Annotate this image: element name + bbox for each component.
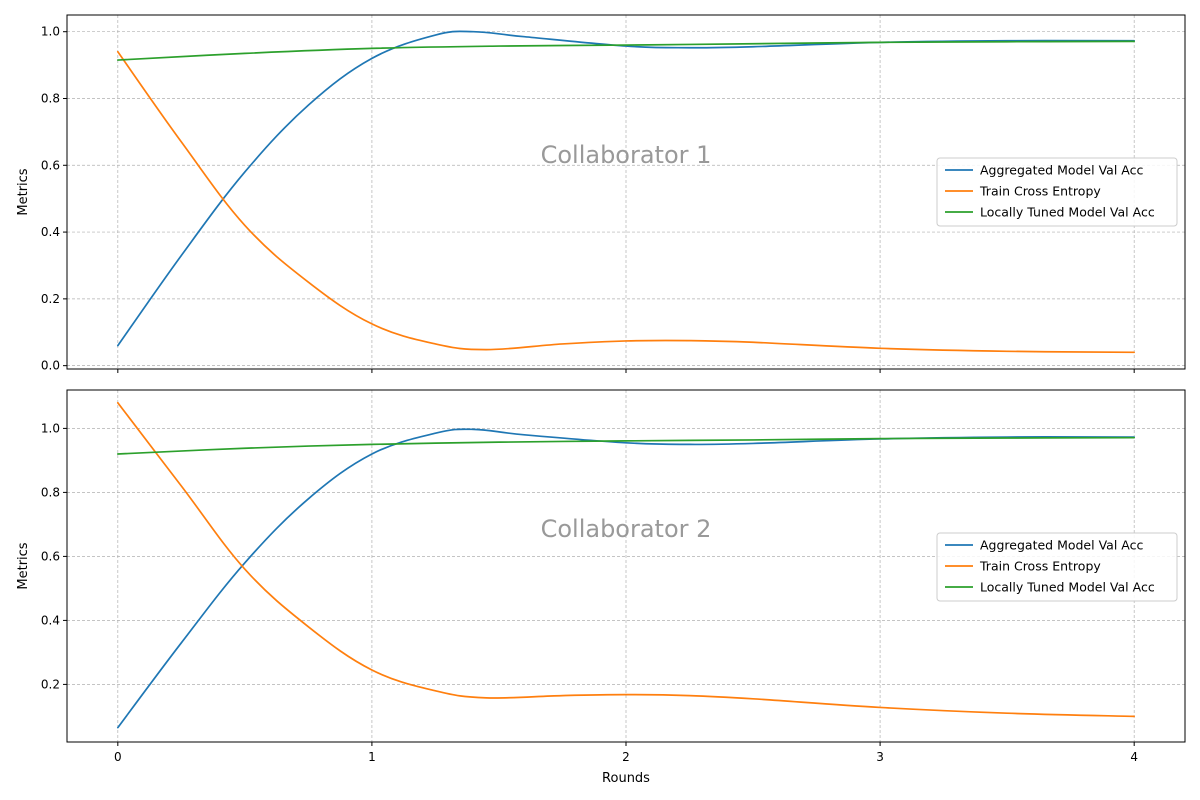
y-tick-label: 0.6 <box>41 158 60 172</box>
x-tick-label: 1 <box>368 750 376 764</box>
y-tick-label: 1.0 <box>41 25 60 39</box>
legend-box <box>936 157 1178 227</box>
legend-label-2: Train Cross Entropy <box>979 184 1101 199</box>
y-tick-label: 0.4 <box>41 225 60 239</box>
legend: Aggregated Model Val Acc Train Cross Entr… <box>936 532 1178 602</box>
series-line-3 <box>116 40 1136 61</box>
x-tick-label: 3 <box>876 750 884 764</box>
y-tick-label: 0.2 <box>41 677 60 691</box>
subplot-2: Collaborator 2 0 1 2 3 4 0.2 0.4 0.6 0.8 1.0 Metric… <box>16 389 1186 786</box>
legend-label-1: Aggregated Model Val Acc <box>980 163 1143 178</box>
y-axis-label: Metrics <box>16 542 31 589</box>
y-tick-label: 0.8 <box>41 91 60 105</box>
legend-label-3: Locally Tuned Model Val Acc <box>980 205 1155 220</box>
x-axis-label: Rounds <box>602 771 650 786</box>
legend-box <box>936 532 1178 602</box>
panel-annotation: Collaborator 2 <box>541 515 712 543</box>
legend: Aggregated Model Val Acc Train Cross Entr… <box>936 157 1178 227</box>
series-line-2 <box>116 401 1136 718</box>
series-line-3 <box>116 436 1136 455</box>
y-axis-label: Metrics <box>16 168 31 215</box>
series-line-2 <box>116 50 1136 354</box>
y-tick-label: 1.0 <box>41 421 60 435</box>
grid <box>67 15 1185 369</box>
y-tick-label: 0.8 <box>41 485 60 499</box>
subplot-1: Collaborator 1 0.0 0.2 0.4 0.6 0.8 1.0 Metrics A… <box>16 14 1186 373</box>
x-tick-label: 2 <box>622 750 630 764</box>
panel-annotation: Collaborator 1 <box>541 141 712 169</box>
legend-label-2: Train Cross Entropy <box>979 559 1101 574</box>
y-tick-label: 0.0 <box>41 359 60 373</box>
legend-label-1: Aggregated Model Val Acc <box>980 538 1143 553</box>
y-tick-label: 0.6 <box>41 549 60 563</box>
legend-label-3: Locally Tuned Model Val Acc <box>980 580 1155 595</box>
y-tick-label: 0.2 <box>41 292 60 306</box>
y-tick-label: 0.4 <box>41 613 60 627</box>
x-tick-label: 4 <box>1130 750 1138 764</box>
x-tick-label: 0 <box>114 750 122 764</box>
